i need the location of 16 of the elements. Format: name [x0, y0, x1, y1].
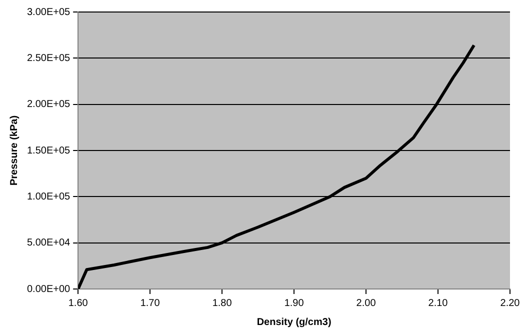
y-axis-title: Pressure (kPa)	[8, 115, 20, 186]
x-tick-label: 1.80	[212, 298, 232, 309]
x-tick-label: 2.20	[500, 298, 520, 309]
x-tick-label: 2.00	[356, 298, 376, 309]
x-tick-label: 1.60	[68, 298, 88, 309]
y-tick-label: 1.00E+05	[26, 191, 71, 202]
y-tick-label: 2.50E+05	[26, 52, 71, 64]
x-tick-label: 1.90	[284, 298, 304, 309]
y-tick-label: 0.00E+00	[26, 284, 71, 295]
y-tick-label: 2.00E+05	[26, 99, 71, 110]
x-tick-label: 2.10	[428, 298, 448, 309]
y-tick-label: 3.00E+05	[26, 6, 71, 18]
y-tick-label: 1.50E+05	[26, 145, 71, 156]
y-tick-label: 5.00E+04	[26, 238, 71, 249]
x-tick-label: 1.70	[140, 298, 160, 309]
x-axis-title: Density (g/cm3)	[256, 316, 332, 328]
